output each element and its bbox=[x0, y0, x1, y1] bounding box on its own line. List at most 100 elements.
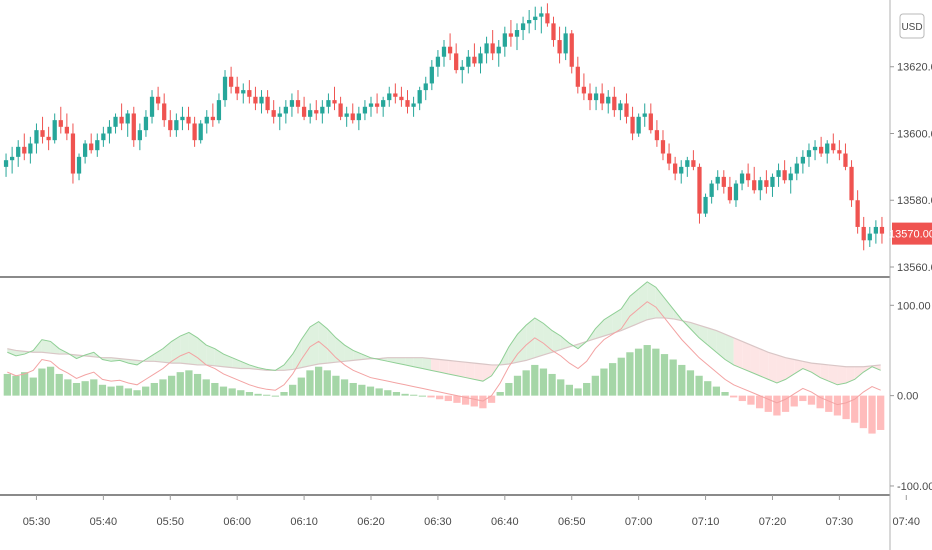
indicator-axis[interactable]: 100.00 0.00 -100.00 bbox=[890, 300, 932, 493]
candle bbox=[368, 96, 374, 117]
indicator-signal-line bbox=[7, 301, 881, 406]
price-axis[interactable]: 13620.00 13600.00 13580.00 13560.00 bbox=[890, 62, 932, 274]
band-segment bbox=[543, 323, 553, 355]
candle-body bbox=[283, 106, 288, 114]
band-segment bbox=[776, 354, 786, 383]
candle bbox=[393, 83, 398, 104]
histogram-bar bbox=[72, 382, 81, 396]
histogram-bar bbox=[392, 392, 401, 396]
histogram-bar bbox=[747, 395, 755, 405]
candle bbox=[137, 123, 142, 151]
band-segment bbox=[750, 345, 760, 376]
candle-body bbox=[679, 166, 684, 174]
histogram-bar bbox=[185, 370, 193, 396]
histogram-bar bbox=[608, 363, 617, 396]
time-tick-label: 05:30 bbox=[23, 516, 51, 528]
candle bbox=[812, 140, 818, 161]
candle-body bbox=[758, 180, 763, 191]
band-segment bbox=[465, 362, 475, 380]
band-segment bbox=[759, 348, 769, 380]
price-pane[interactable] bbox=[3, 3, 885, 251]
histogram-bar bbox=[90, 379, 98, 396]
candle bbox=[490, 30, 495, 61]
histogram-bar bbox=[600, 368, 608, 396]
candle bbox=[435, 50, 441, 77]
candle-body bbox=[581, 86, 587, 94]
candle-body bbox=[417, 90, 422, 104]
candle-body bbox=[770, 176, 775, 187]
histogram-bar bbox=[513, 375, 522, 396]
histogram-bar bbox=[176, 372, 184, 396]
candle-body bbox=[76, 156, 82, 174]
histogram-bar bbox=[833, 395, 842, 416]
candle bbox=[466, 50, 471, 74]
candle bbox=[721, 170, 726, 194]
candle-body bbox=[16, 146, 21, 157]
time-tick-label: 06:40 bbox=[491, 516, 519, 528]
time-tick-label: 05:40 bbox=[90, 516, 118, 528]
candle-body bbox=[405, 100, 410, 107]
histogram-bar bbox=[496, 392, 504, 396]
candle bbox=[271, 100, 276, 124]
candle bbox=[460, 60, 465, 84]
time-tick-label: 07:10 bbox=[692, 516, 720, 528]
histogram-bar bbox=[133, 390, 141, 396]
band-segment bbox=[638, 281, 648, 324]
indicator-band bbox=[7, 281, 881, 385]
candle bbox=[715, 170, 720, 191]
histogram-bar bbox=[332, 375, 340, 396]
candle bbox=[3, 153, 9, 177]
time-tick-label: 07:30 bbox=[826, 516, 854, 528]
histogram-bar bbox=[539, 368, 548, 396]
candle-body bbox=[618, 103, 623, 111]
candle-body bbox=[502, 33, 507, 47]
candle-body bbox=[52, 120, 57, 141]
candle bbox=[873, 220, 879, 244]
candle bbox=[374, 93, 380, 114]
candle-body bbox=[356, 113, 361, 121]
candle-body bbox=[794, 163, 799, 174]
candle bbox=[28, 136, 33, 164]
last-price-label: 13570.00 bbox=[889, 229, 932, 241]
histogram-bar bbox=[418, 395, 427, 397]
candle-body bbox=[691, 160, 696, 167]
histogram-bar bbox=[340, 379, 349, 396]
candle bbox=[606, 90, 611, 114]
candle-body bbox=[490, 43, 495, 54]
candle-body bbox=[527, 20, 532, 24]
band-segment bbox=[647, 281, 656, 320]
candle bbox=[752, 166, 757, 194]
histogram-bar bbox=[877, 395, 885, 430]
time-axis[interactable]: 05:30 05:40 05:50 06:00 06:10 06:20 06:30 06:40… bbox=[23, 495, 932, 528]
candle bbox=[235, 76, 240, 101]
histogram-bar bbox=[289, 384, 297, 396]
candle bbox=[64, 113, 69, 141]
histogram-bar bbox=[574, 388, 582, 396]
candle bbox=[800, 150, 806, 174]
candle bbox=[636, 113, 641, 137]
candle bbox=[879, 216, 885, 244]
band-segment bbox=[162, 341, 172, 364]
candle bbox=[527, 10, 532, 34]
candle bbox=[101, 126, 106, 147]
candle bbox=[624, 93, 629, 124]
candle bbox=[727, 176, 733, 204]
histogram-bar bbox=[617, 357, 625, 396]
candle-body bbox=[113, 116, 118, 127]
candle-body bbox=[186, 116, 191, 124]
currency-badge[interactable]: USD bbox=[899, 13, 925, 39]
candle-body bbox=[685, 160, 690, 167]
indicator-ma-line bbox=[7, 317, 881, 371]
histogram-bar bbox=[366, 386, 375, 396]
candle bbox=[40, 116, 45, 144]
histogram-bar bbox=[159, 379, 167, 396]
candle bbox=[301, 96, 307, 121]
candle bbox=[131, 106, 136, 147]
candle-body bbox=[374, 103, 380, 107]
indicator-pane[interactable] bbox=[3, 281, 885, 434]
histogram-bar bbox=[167, 375, 176, 396]
candle-body bbox=[557, 40, 562, 54]
band-segment bbox=[828, 364, 838, 385]
histogram-bar bbox=[46, 366, 55, 396]
band-segment bbox=[50, 341, 60, 355]
